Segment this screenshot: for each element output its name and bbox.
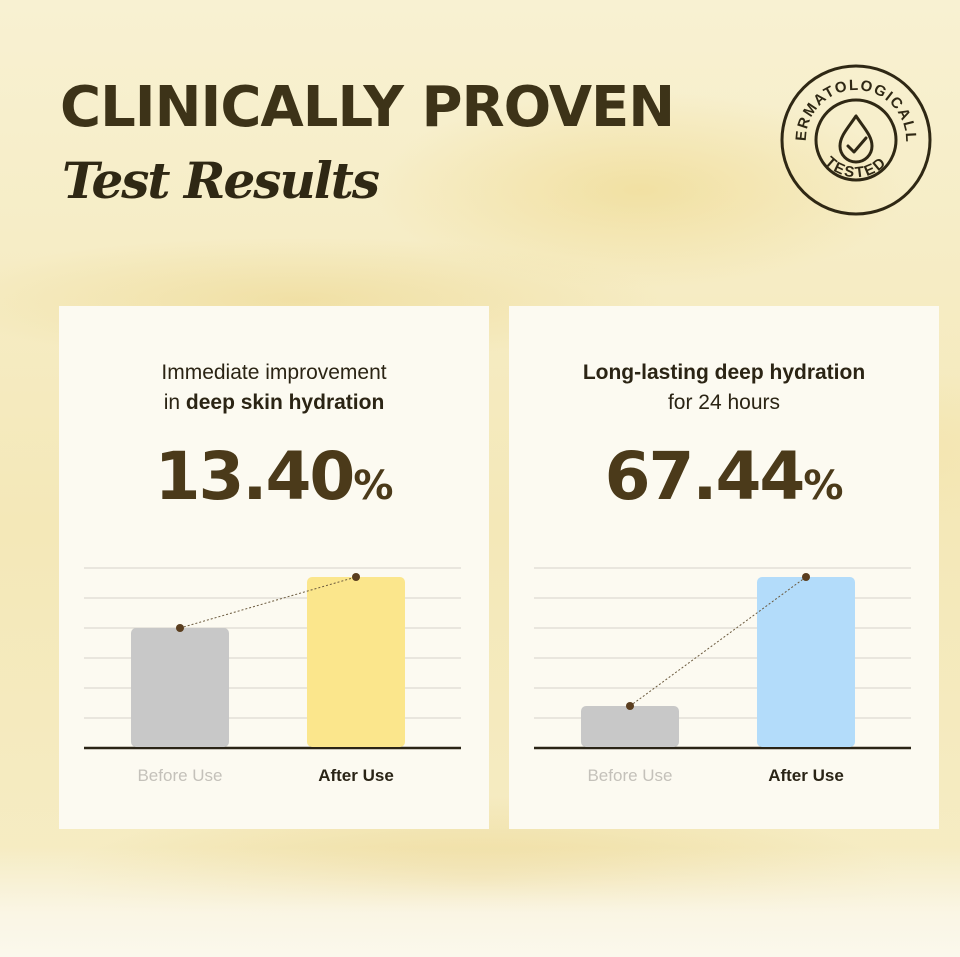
trend-line [629,576,807,707]
page-title: CLINICALLY PROVEN [60,75,675,140]
after-use-marker [352,573,360,581]
badge-inner-ring [814,98,898,182]
card-caption: Long-lasting deep hydration for 24 hours [509,358,939,418]
before-use-marker [626,702,634,710]
stat-value: 67.44% [604,438,844,515]
page-subtitle: Test Results [62,151,380,210]
badge-bottom-text: TESTED [822,153,891,181]
caption-line-1: Long-lasting deep hydration [509,358,939,388]
before-use-bar [131,628,229,747]
result-card-immediate: Immediate improvement in deep skin hydra… [59,306,489,829]
after-use-label: After Use [318,766,394,785]
caption-line-1: Immediate improvement [161,361,387,384]
caption-line-2: in deep skin hydration [163,391,385,414]
after-use-bar [307,577,405,747]
result-card-long-lasting: Long-lasting deep hydration for 24 hours… [509,306,939,829]
caption-emphasis: deep skin hydration [185,391,385,414]
card-caption: Immediate improvement in deep skin hydra… [59,358,489,418]
before-use-bar [581,706,679,747]
trend-line [179,576,357,629]
caption-line-2: for 24 hours [667,391,781,414]
after-use-label: After Use [768,766,844,785]
bar-chart-long-lasting: Before Use After Use [534,567,911,785]
before-use-label: Before Use [137,766,222,785]
water-drop-check-icon [838,114,874,164]
before-use-label: Before Use [587,766,672,785]
dermatologically-tested-badge: DERMATOLOGICALLY TESTED [776,60,932,216]
caption-emphasis: Long-lasting deep hydration [582,361,866,384]
stat-value: 13.40% [154,438,394,515]
badge-outer-ring [780,64,932,216]
after-use-bar [757,577,855,747]
before-use-marker [176,624,184,632]
bar-chart-immediate: Before Use After Use [84,567,461,785]
after-use-marker [802,573,810,581]
